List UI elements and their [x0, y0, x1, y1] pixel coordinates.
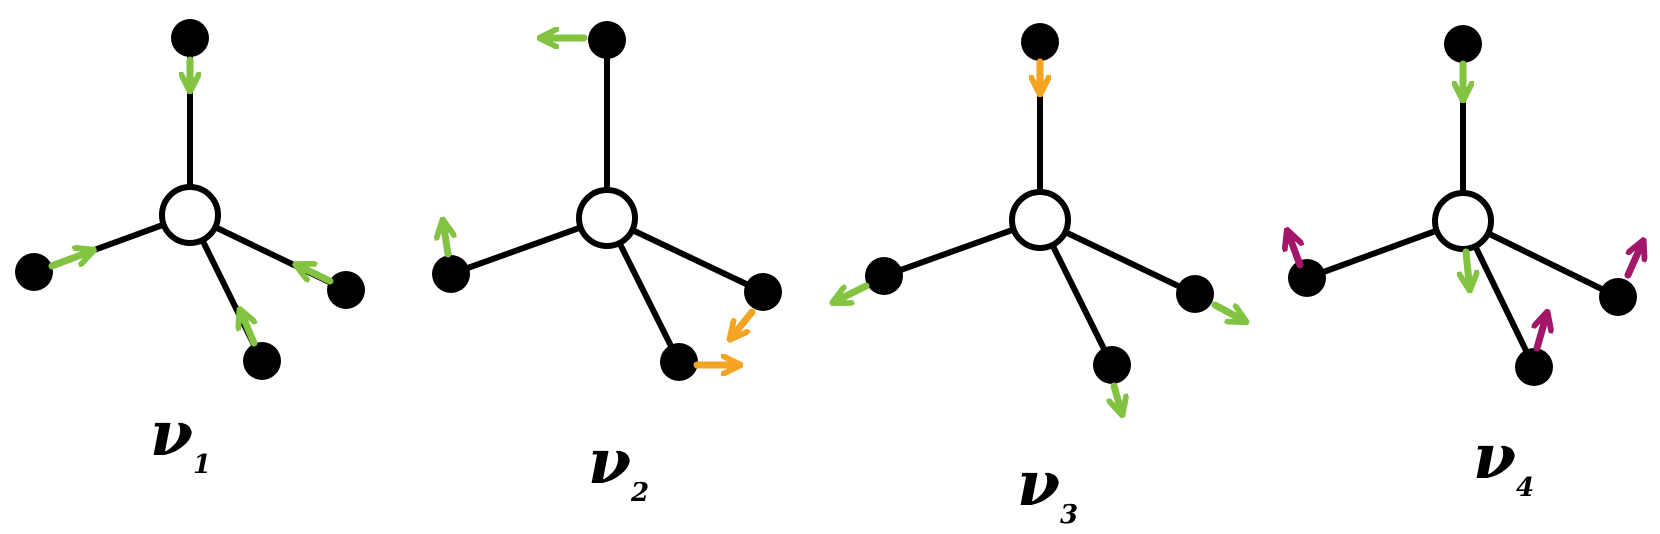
atom-right	[744, 273, 782, 311]
mode-subscript: 4	[1516, 473, 1534, 503]
molecule-mode-4: ν4	[1288, 25, 1640, 503]
molecule-mode-3: ν3	[840, 23, 1239, 530]
central-atom	[576, 187, 638, 249]
displacement-arrow-left	[48, 253, 86, 270]
mode-label: ν3	[1017, 447, 1078, 530]
atom-left	[865, 257, 903, 295]
central-atom	[159, 184, 221, 246]
atom-top	[1021, 23, 1059, 61]
displacement-arrow-center	[1466, 248, 1469, 282]
atom-left	[1288, 259, 1326, 297]
displacement-arrow-right	[303, 268, 334, 285]
molecule-mode-1: ν1	[15, 19, 365, 480]
atom-bottom	[1093, 346, 1131, 384]
atom-bottom	[243, 342, 281, 380]
mode-label: ν2	[588, 425, 649, 508]
molecule-mode-2: ν2	[432, 21, 782, 508]
mode-subscript: 2	[630, 478, 649, 508]
displacement-arrow-left	[1290, 238, 1300, 269]
displacement-arrow-right	[1624, 248, 1640, 279]
displacement-arrow-left	[444, 228, 448, 258]
displacement-arrow-bottom	[1114, 382, 1120, 407]
displacement-arrow-right	[735, 308, 756, 333]
atom-bottom	[1515, 348, 1553, 386]
central-atom	[1009, 189, 1071, 251]
displacement-arrow-left	[840, 282, 870, 299]
mode-symbol: ν	[1473, 420, 1516, 493]
atom-right	[1176, 275, 1214, 313]
atom-bottom	[660, 343, 698, 381]
atom-top	[588, 21, 626, 59]
atom-top	[171, 19, 209, 57]
mode-subscript: 1	[193, 450, 211, 480]
atom-right	[327, 271, 365, 309]
displacement-arrow-right	[1211, 301, 1239, 318]
mode-symbol: ν	[1017, 447, 1060, 520]
central-atom	[1432, 190, 1494, 252]
mode-symbol: ν	[588, 425, 631, 498]
atom-left	[432, 255, 470, 293]
mode-symbol: ν	[150, 397, 193, 470]
mode-label: ν4	[1473, 420, 1534, 503]
displacement-arrow-bottom	[1537, 320, 1545, 352]
mode-label: ν1	[150, 397, 211, 480]
atom-right	[1599, 278, 1637, 316]
displacement-arrow-bottom	[243, 317, 254, 347]
atom-left	[15, 253, 53, 291]
atom-top	[1444, 25, 1482, 63]
mode-subscript: 3	[1060, 500, 1078, 530]
